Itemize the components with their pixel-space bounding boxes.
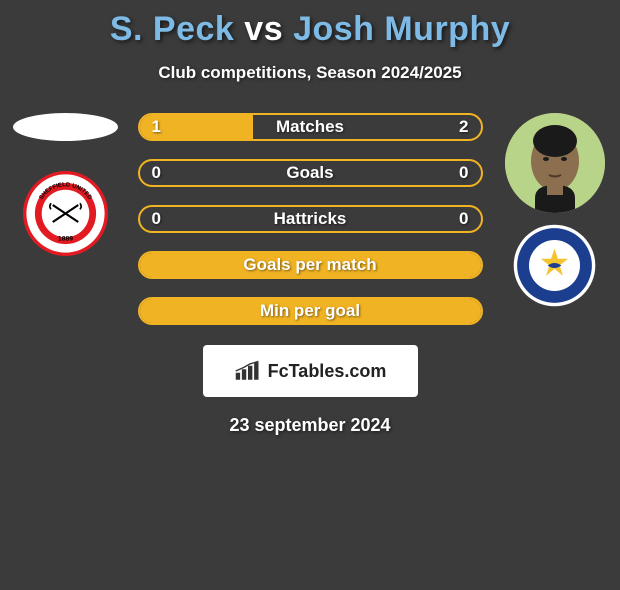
stat-bar-goals-per-match: Goals per match <box>138 251 483 279</box>
right-player-column <box>497 113 612 308</box>
left-player-column: SHEFFIELD UNITED 1889 <box>8 113 123 256</box>
comparison-bars: 1 Matches 2 0 Goals 0 0 Hattricks 0 Goals per mat… <box>138 113 483 325</box>
title-vs: vs <box>244 10 283 48</box>
title-player2: Josh Murphy <box>293 10 510 48</box>
title-player1: S. Peck <box>110 10 234 48</box>
player1-club-badge: SHEFFIELD UNITED 1889 <box>23 171 108 256</box>
bar-label: Matches <box>276 117 344 137</box>
bar-value-right: 0 <box>459 163 468 183</box>
subtitle: Club competitions, Season 2024/2025 <box>0 63 620 83</box>
player2-photo <box>505 113 605 213</box>
stat-bar-min-per-goal: Min per goal <box>138 297 483 325</box>
stat-bar-goals: 0 Goals 0 <box>138 159 483 187</box>
bar-value-left: 0 <box>152 209 161 229</box>
player2-club-badge <box>512 223 597 308</box>
bar-value-right: 2 <box>459 117 468 137</box>
bar-label: Hattricks <box>274 209 347 229</box>
player2-face-icon <box>505 113 605 213</box>
comparison-content: SHEFFIELD UNITED 1889 <box>0 113 620 325</box>
fctables-logo: FcTables.com <box>203 345 418 397</box>
bar-value-left: 1 <box>152 117 161 137</box>
sheffield-united-badge-icon: SHEFFIELD UNITED 1889 <box>23 171 108 256</box>
date-text: 23 september 2024 <box>0 415 620 436</box>
bar-label: Min per goal <box>260 301 360 321</box>
stat-bar-matches: 1 Matches 2 <box>138 113 483 141</box>
chart-icon <box>234 360 262 382</box>
bar-label: Goals <box>286 163 333 183</box>
bar-value-right: 0 <box>459 209 468 229</box>
portsmouth-badge-icon <box>512 223 597 308</box>
player1-photo-placeholder <box>13 113 118 141</box>
stat-bar-hattricks: 0 Hattricks 0 <box>138 205 483 233</box>
bar-label: Goals per match <box>243 255 376 275</box>
page-title: S. Peck vs Josh Murphy <box>0 10 620 49</box>
logo-text: FcTables.com <box>268 361 387 382</box>
bar-value-left: 0 <box>152 163 161 183</box>
svg-text:1889: 1889 <box>58 236 73 243</box>
